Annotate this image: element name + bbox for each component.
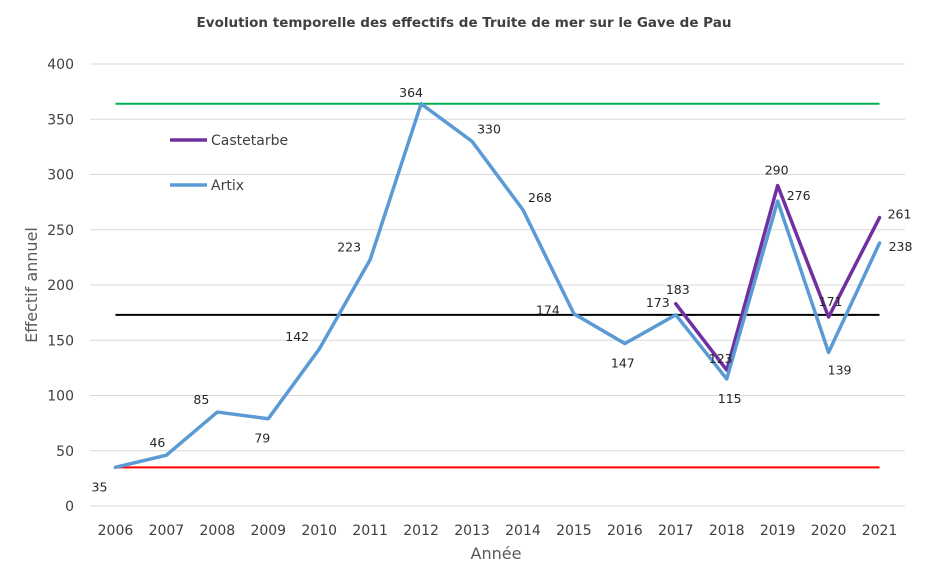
legend-label: Castetarbe	[211, 133, 288, 149]
series-line-artix	[113, 102, 882, 470]
x-tick-label: 2012	[403, 523, 439, 539]
y-axis-title: Effectif annuel	[22, 227, 41, 343]
data-label: 261	[888, 207, 912, 222]
x-tick-label: 2010	[301, 523, 337, 539]
data-label: 238	[889, 239, 913, 254]
y-tick-label: 250	[47, 223, 74, 239]
y-tick-label: 0	[65, 499, 74, 515]
y-tick-label: 350	[47, 112, 74, 128]
x-tick-label: 2020	[811, 523, 847, 539]
data-label: 173	[646, 295, 670, 310]
data-label: 174	[536, 303, 560, 318]
y-tick-label: 200	[47, 278, 74, 294]
data-label: 147	[611, 356, 635, 371]
legend-label: Artix	[211, 178, 244, 194]
legend: Castetarbe Artix	[170, 133, 288, 194]
x-tick-label: 2019	[760, 523, 796, 539]
x-tick-label: 2008	[200, 523, 236, 539]
data-label: 35	[92, 479, 108, 494]
y-axis-ticks: 0 50 100 150 200 250 300 350 400	[47, 57, 74, 515]
data-label: 123	[709, 351, 733, 366]
data-label: 139	[828, 362, 852, 377]
x-tick-label: 2017	[658, 523, 694, 539]
data-label: 46	[149, 435, 165, 450]
x-tick-label: 2009	[250, 523, 286, 539]
x-tick-label: 2006	[98, 523, 134, 539]
reference-lines	[115, 102, 880, 469]
y-tick-label: 150	[47, 333, 74, 349]
x-tick-label: 2014	[505, 523, 541, 539]
x-tick-label: 2011	[352, 523, 388, 539]
x-tick-label: 2015	[556, 523, 592, 539]
chart-title: Evolution temporelle des effectifs de Tr…	[197, 15, 732, 31]
data-label: 142	[285, 329, 309, 344]
data-label: 330	[477, 121, 501, 136]
x-tick-label: 2013	[454, 523, 490, 539]
data-label: 85	[193, 392, 209, 407]
y-tick-label: 300	[47, 168, 74, 184]
data-label: 364	[399, 85, 423, 100]
x-tick-label: 2007	[149, 523, 185, 539]
x-tick-label: 2016	[607, 523, 643, 539]
x-axis-ticks: 2006 2007 2008 2009 2010 2011 2012 2013 2014 2015…	[98, 523, 898, 539]
y-tick-label: 100	[47, 389, 74, 405]
grid	[90, 63, 905, 507]
data-label: 171	[819, 294, 843, 309]
x-tick-label: 2021	[862, 523, 898, 539]
data-label: 223	[337, 240, 361, 255]
data-label: 115	[718, 391, 742, 406]
y-tick-label: 50	[56, 444, 74, 460]
x-tick-label: 2018	[709, 523, 745, 539]
series	[113, 102, 882, 470]
data-label: 276	[787, 188, 811, 203]
data-label: 183	[666, 282, 690, 297]
data-label: 268	[528, 190, 552, 205]
y-tick-label: 400	[47, 57, 74, 73]
data-label: 290	[765, 163, 789, 178]
x-axis-title: Année	[471, 544, 522, 563]
data-labels: 183 123 290 171 261 35 46 85 79 142 223 364 330 268 17…	[92, 85, 913, 495]
series-line-castetarbe	[674, 183, 882, 372]
data-label: 79	[254, 431, 270, 446]
